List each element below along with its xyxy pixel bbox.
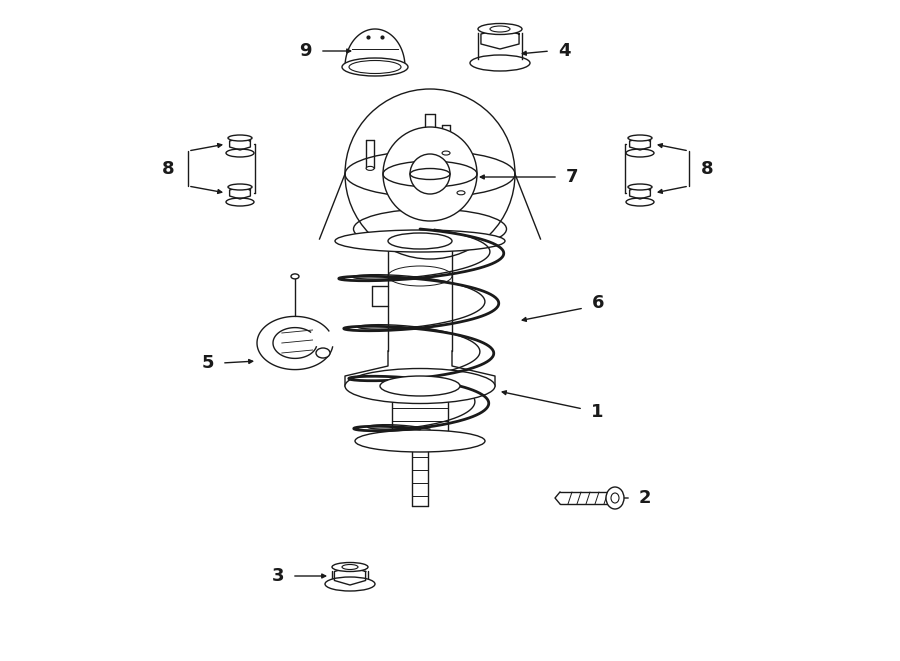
Text: 9: 9 bbox=[299, 42, 311, 60]
Ellipse shape bbox=[316, 348, 330, 358]
Ellipse shape bbox=[611, 493, 619, 503]
Ellipse shape bbox=[388, 233, 452, 249]
Ellipse shape bbox=[380, 376, 460, 396]
Ellipse shape bbox=[490, 26, 510, 32]
Ellipse shape bbox=[228, 184, 252, 190]
Ellipse shape bbox=[335, 230, 505, 252]
Ellipse shape bbox=[228, 135, 252, 141]
Ellipse shape bbox=[470, 55, 530, 71]
Ellipse shape bbox=[628, 135, 652, 141]
Circle shape bbox=[410, 154, 450, 194]
Text: 8: 8 bbox=[162, 160, 175, 178]
Ellipse shape bbox=[626, 198, 654, 206]
Circle shape bbox=[383, 127, 477, 221]
Circle shape bbox=[345, 89, 515, 259]
Text: 5: 5 bbox=[202, 354, 214, 372]
Ellipse shape bbox=[349, 61, 401, 73]
Ellipse shape bbox=[626, 149, 654, 157]
Ellipse shape bbox=[342, 564, 358, 570]
Ellipse shape bbox=[628, 184, 652, 190]
Text: 7: 7 bbox=[566, 168, 578, 186]
Ellipse shape bbox=[606, 487, 624, 509]
Text: 2: 2 bbox=[639, 489, 652, 507]
Ellipse shape bbox=[291, 274, 299, 279]
Ellipse shape bbox=[366, 167, 374, 171]
Ellipse shape bbox=[226, 198, 254, 206]
Ellipse shape bbox=[457, 191, 465, 195]
Ellipse shape bbox=[332, 563, 368, 572]
Text: 4: 4 bbox=[558, 42, 571, 60]
Ellipse shape bbox=[478, 24, 522, 34]
Ellipse shape bbox=[345, 368, 495, 403]
Text: 8: 8 bbox=[701, 160, 714, 178]
Ellipse shape bbox=[355, 430, 485, 452]
Ellipse shape bbox=[226, 149, 254, 157]
Text: 3: 3 bbox=[272, 567, 284, 585]
Ellipse shape bbox=[325, 577, 375, 591]
Ellipse shape bbox=[442, 151, 450, 155]
Text: 6: 6 bbox=[592, 294, 604, 312]
Text: 1: 1 bbox=[590, 403, 603, 421]
Ellipse shape bbox=[342, 58, 408, 76]
